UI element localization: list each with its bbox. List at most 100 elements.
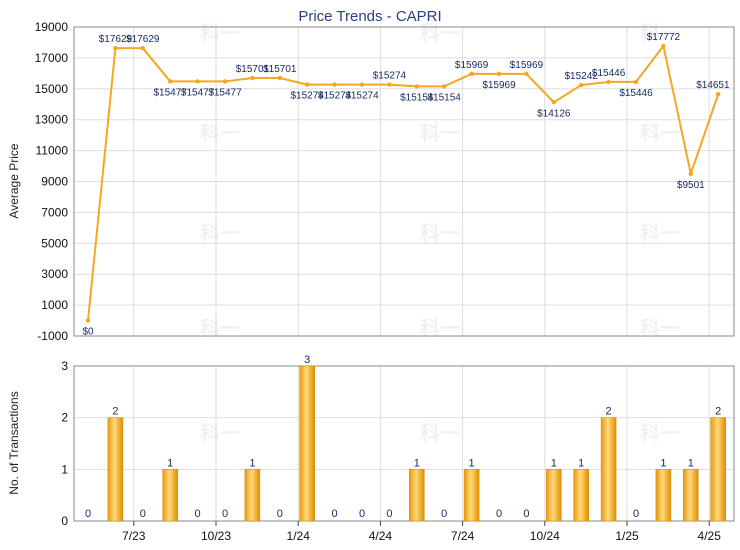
transaction-bar-label: 1: [469, 457, 475, 469]
price-point: [222, 79, 228, 84]
transactions-plot-frame: [73, 365, 735, 522]
transaction-bar-label: 2: [606, 406, 612, 418]
transaction-bar-label: 0: [222, 508, 228, 520]
price-point-label: $15154: [400, 92, 434, 103]
price-point: [277, 75, 282, 81]
price-point-label: $15969: [510, 60, 544, 71]
price-point-label: $15274: [345, 91, 379, 102]
watermark-text: 科一: [200, 21, 240, 45]
watermark-text: 科一: [420, 121, 460, 145]
transactions-y-tick-label: 2: [61, 411, 68, 425]
price-y-tick-label: 5000: [41, 236, 68, 250]
x-tick-label: 1/25: [615, 529, 639, 543]
price-y-tick-label: 17000: [35, 51, 69, 65]
price-point-label: $15446: [592, 68, 626, 79]
price-point: [579, 82, 584, 88]
price-point: [85, 318, 91, 323]
transaction-bar-label: 0: [85, 508, 91, 520]
price-point: [442, 84, 447, 89]
price-plot-frame: [73, 26, 735, 337]
x-tick-label: 1/24: [287, 529, 311, 543]
price-point-label: $15969: [455, 60, 489, 71]
price-y-tick-label: 11000: [36, 144, 69, 158]
transaction-bar-label: 0: [332, 508, 338, 520]
transaction-bar: [655, 469, 672, 522]
price-series-line: [87, 43, 720, 321]
transaction-bar-label: 3: [304, 354, 310, 366]
watermark-text: 科一: [200, 421, 240, 445]
price-point: [387, 82, 392, 87]
price-point: [469, 71, 474, 77]
price-point-label: $15274: [373, 71, 407, 82]
price-point-label: $17772: [647, 32, 681, 43]
price-point-label: $15701: [236, 64, 270, 75]
watermark-text: 科一: [420, 421, 460, 445]
transaction-bar: [162, 469, 178, 522]
price-point-label: $15274: [291, 91, 325, 102]
transactions-y-ticks: 0 1 2 3: [61, 359, 68, 528]
price-line-layer: [85, 43, 721, 323]
price-point-label: $15446: [619, 88, 653, 99]
price-axis-title: Average Price: [7, 143, 21, 218]
chart-title: Price Trends - CAPRI: [298, 8, 441, 25]
transaction-bar-label: 0: [277, 508, 283, 520]
transaction-bar: [573, 469, 589, 522]
price-y-tick-label: 19000: [35, 20, 69, 34]
transaction-bar-label: 1: [249, 457, 255, 469]
price-point: [524, 71, 529, 77]
price-point: [414, 84, 419, 89]
transactions-y-tick-label: 3: [61, 359, 68, 373]
price-point: [359, 82, 365, 87]
price-point-label: $15477: [181, 87, 215, 98]
price-point: [606, 79, 611, 85]
transaction-bar: [683, 469, 699, 522]
x-tick-label: 10/24: [530, 529, 560, 543]
watermark-text: 科一: [200, 221, 240, 245]
price-y-ticks: -1000 1000 3000 5000 7000 9000 11000 13000 15000…: [35, 20, 69, 343]
price-point-label: $15477: [154, 87, 188, 98]
price-y-tick-label: 3000: [41, 267, 68, 281]
watermark-text: 科一: [640, 121, 680, 145]
transaction-bar: [244, 469, 261, 522]
transaction-bar-label: 2: [112, 406, 118, 418]
transaction-bar-label: 0: [140, 508, 146, 520]
price-point-label: $15477: [208, 87, 242, 98]
watermark-text: 科一: [200, 121, 240, 145]
x-tick-label: 4/24: [369, 529, 393, 543]
transaction-bar-labels: 0 2 0 1 0 0 1 0 3 0 0 0 1 0 1 0 0 1 1 2 0 1 1 2: [85, 354, 721, 520]
transaction-bar-label: 1: [414, 457, 420, 469]
transaction-bar-label: 1: [660, 457, 666, 469]
price-point: [496, 71, 502, 77]
transaction-bar-label: 1: [167, 457, 173, 469]
x-ticks: 7/23 10/23 1/24 4/24 7/24 10/24 1/25 4/25: [122, 521, 721, 543]
price-y-tick-label: 15000: [35, 82, 69, 96]
price-point-label: $14651: [696, 80, 730, 91]
price-point-label: $17629: [99, 34, 133, 45]
transaction-bar-label: 0: [359, 508, 365, 520]
price-point: [633, 79, 639, 85]
price-point-label: $15242: [565, 71, 599, 82]
price-point-label: $9501: [677, 180, 705, 191]
transaction-bar-label: 0: [441, 508, 447, 520]
transaction-bar-label: 2: [715, 406, 721, 418]
transaction-bar-label: 1: [578, 457, 584, 469]
price-point: [168, 79, 173, 84]
price-point: [250, 75, 255, 81]
x-tick-label: 7/24: [451, 529, 475, 543]
price-point: [661, 43, 666, 49]
transactions-y-tick-label: 1: [61, 462, 68, 476]
price-y-tick-label: 9000: [41, 175, 68, 189]
transaction-bar: [107, 417, 124, 522]
transaction-bar: [546, 469, 562, 522]
price-point-label: $15701: [263, 64, 297, 75]
transaction-bar: [409, 469, 425, 522]
price-point-label: $15274: [318, 91, 352, 102]
price-y-tick-label: 7000: [41, 205, 68, 219]
price-point-labels: $0$17629$17629$15477$15477$15477$15701$1…: [82, 32, 730, 338]
transactions-axis-title: No. of Transactions: [7, 391, 21, 494]
watermark-text: 科一: [420, 221, 460, 245]
price-point: [551, 100, 556, 105]
